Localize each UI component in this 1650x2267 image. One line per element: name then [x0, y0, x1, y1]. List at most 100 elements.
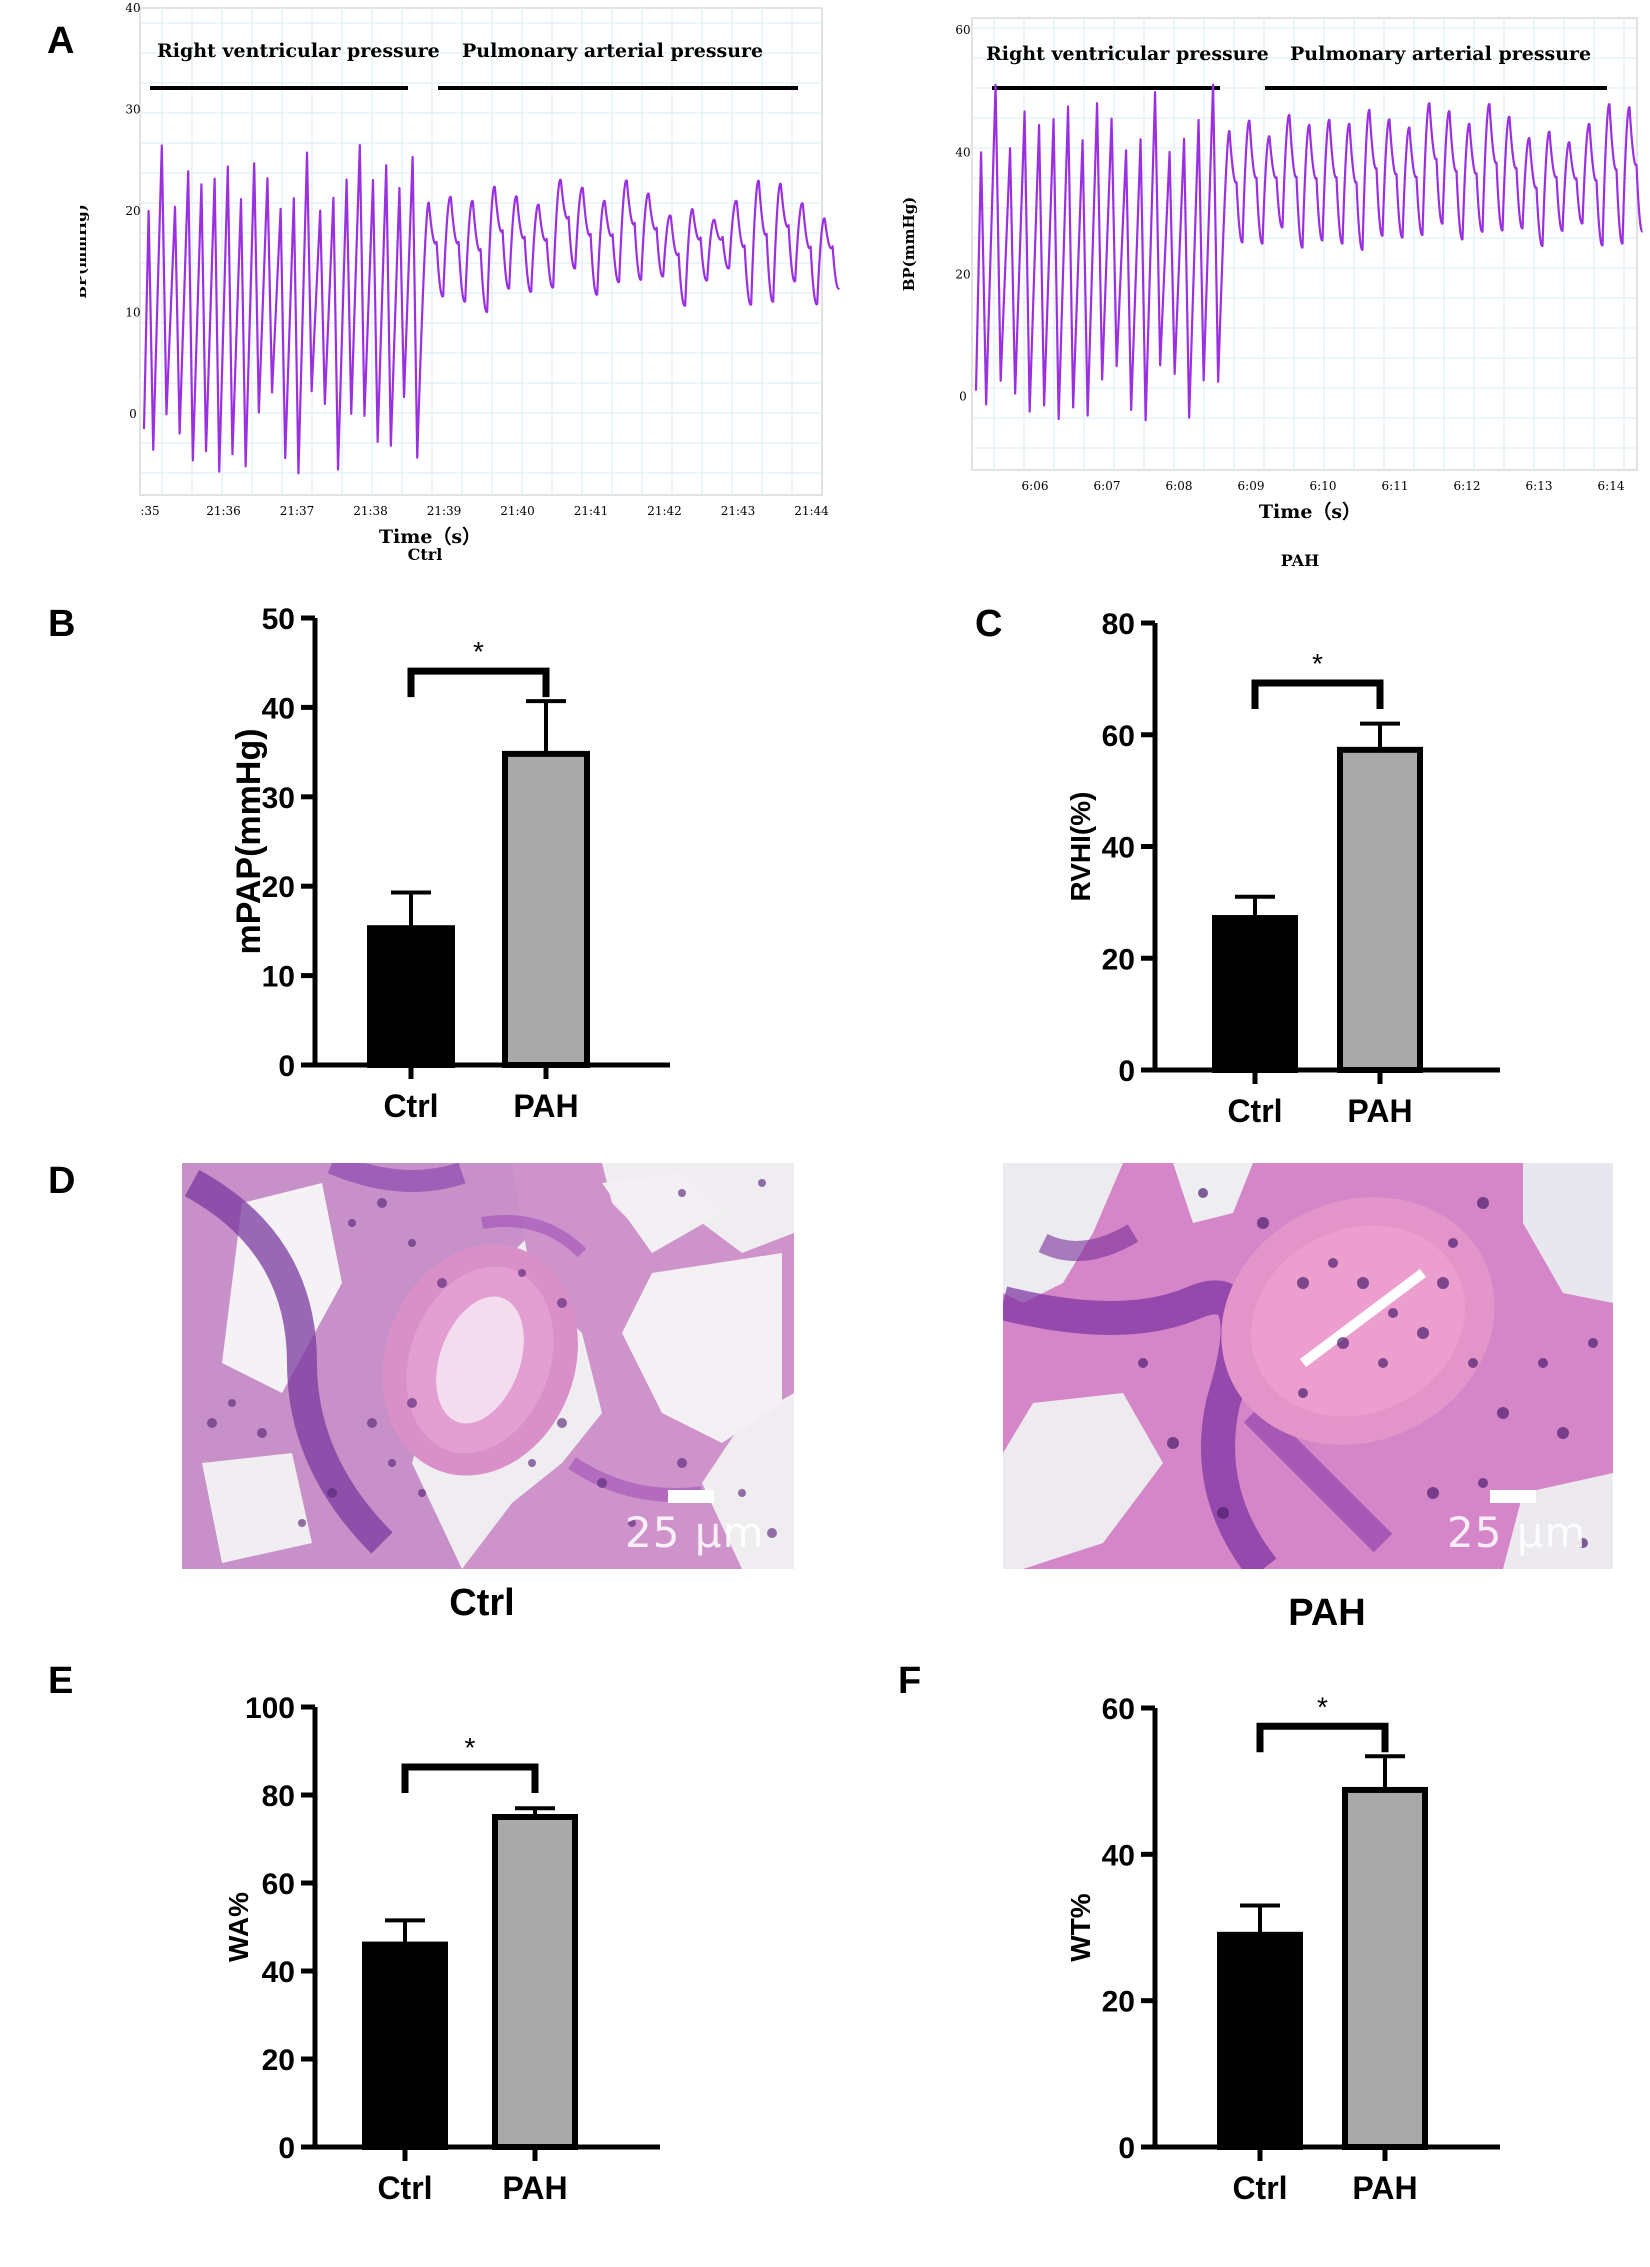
- significance-bracket: [1256, 1722, 1389, 1753]
- x-tick-label-ctrl: Ctrl: [377, 2170, 432, 2206]
- y-tick-label: 50: [262, 603, 295, 636]
- significance-marker: *: [473, 636, 484, 667]
- y-tick-label: 20: [1102, 943, 1135, 976]
- y-axis-label: WA%: [223, 1892, 254, 1962]
- y-tick-label: 40: [955, 145, 970, 159]
- plot-frame: [971, 17, 1638, 471]
- bar-ctrl: [1217, 1931, 1303, 2151]
- y-tick-label: 40: [262, 1956, 295, 1989]
- x-tick-label-ctrl: Ctrl: [1232, 2170, 1287, 2206]
- chart-title: PAH: [1281, 551, 1319, 570]
- y-axis-label: BP(mmHg): [900, 197, 918, 292]
- y-tick-label: 40: [262, 692, 295, 725]
- y-tick-label: 30: [262, 782, 295, 815]
- x-tick-label: 6:11: [1382, 479, 1409, 493]
- y-tick-label: 0: [278, 1050, 295, 1083]
- bar-ctrl: [1212, 915, 1298, 1073]
- panel-label-c: C: [975, 603, 1003, 645]
- segment-label-pa: Pulmonary arterial pressure: [462, 40, 763, 62]
- significance-marker: *: [465, 1732, 476, 1763]
- x-tick-label-pah: PAH: [1352, 2170, 1417, 2206]
- x-tick-label: :35: [140, 504, 159, 518]
- x-tick-label: 6:10: [1310, 479, 1337, 493]
- bar-pah: [1337, 746, 1423, 1073]
- y-tick-label: 10: [125, 305, 140, 319]
- x-tick-label: 6:08: [1166, 479, 1193, 493]
- y-tick-label: 0: [129, 407, 137, 421]
- y-tick-label: 20: [262, 871, 295, 904]
- y-axis-label: BP(mmHg): [80, 204, 90, 299]
- x-tick-label-ctrl: Ctrl: [383, 1088, 438, 1124]
- x-tick-label: 21:36: [206, 504, 241, 518]
- significance-marker: *: [1317, 1691, 1328, 1722]
- significance-bracket: [401, 1763, 539, 1793]
- segment-label-rv: Right ventricular pressure: [157, 40, 440, 62]
- bar-chart-rvhi: 0 20 40 60 80 RVHI(%) Ctrl PAH *: [1065, 608, 1500, 1129]
- x-tick-label: 21:44: [794, 504, 829, 518]
- pressure-waveform: [974, 83, 1644, 422]
- y-axis-label: mPAP(mmHg): [230, 728, 268, 954]
- y-tick-label: 40: [1102, 832, 1135, 865]
- bar-pah: [502, 750, 590, 1068]
- x-tick-label: 21:43: [721, 504, 756, 518]
- y-tick-label: 20: [125, 204, 140, 218]
- significance-bracket: [407, 667, 550, 698]
- x-tick-label: 21:38: [353, 504, 388, 518]
- segment-label-rv: Right ventricular pressure: [986, 43, 1269, 65]
- bar-ctrl: [362, 1941, 448, 2150]
- y-tick-label: 60: [1102, 720, 1135, 753]
- x-tick-label-pah: PAH: [502, 2170, 567, 2206]
- x-tick-label: 6:07: [1094, 479, 1121, 493]
- panel-label-e: E: [48, 1660, 74, 1702]
- panel-label-a: A: [47, 20, 75, 62]
- y-axis-label: WT%: [1065, 1893, 1096, 1962]
- significance-marker: *: [1312, 648, 1323, 679]
- x-tick-label: 6:12: [1454, 479, 1481, 493]
- bar-pah: [492, 1814, 578, 2150]
- y-tick-label: 20: [955, 268, 970, 282]
- y-axis-label: RVHI(%): [1065, 792, 1096, 902]
- y-tick-label: 100: [245, 1692, 295, 1725]
- x-axis-label: Time（s）: [379, 525, 481, 548]
- panel-label-f: F: [898, 1660, 922, 1702]
- significance-bracket: [1251, 679, 1384, 709]
- y-tick-label: 80: [262, 1780, 295, 1813]
- histology-caption-ctrl: Ctrl: [449, 1582, 515, 1624]
- y-tick-label: 40: [125, 1, 140, 15]
- panel-label-d: D: [48, 1160, 76, 1202]
- panel-label-b: B: [48, 603, 76, 645]
- segment-label-pa: Pulmonary arterial pressure: [1290, 43, 1591, 65]
- y-tick-label: 0: [1118, 1055, 1135, 1088]
- bar-chart-mpap: 0 10 20 30 40 50 mPAP(mmHg) Ctrl PAH *: [230, 603, 670, 1124]
- y-tick-label: 0: [278, 2132, 295, 2165]
- bar-chart-wa: 0 20 40 60 80 100 WA% Ctrl PAH *: [223, 1692, 660, 2206]
- bar-chart-wt: 0 20 40 60 WT% Ctrl PAH *: [1065, 1691, 1500, 2206]
- y-tick-label: 0: [959, 390, 967, 404]
- y-tick-label: 0: [1118, 2132, 1135, 2165]
- x-tick-label: 21:40: [500, 504, 535, 518]
- y-tick-label: 20: [262, 2044, 295, 2077]
- pressure-trace-chart-ctrl: 0 10 20 30 40:35 21:36 21:37 21:38 21:39 21:40 21:…: [80, 1, 841, 564]
- chart-title: Ctrl: [408, 545, 443, 564]
- y-tick-label: 10: [262, 961, 295, 994]
- x-tick-label: 6:13: [1526, 479, 1553, 493]
- y-tick-label: 60: [955, 23, 970, 37]
- x-tick-label: 21:39: [427, 504, 462, 518]
- x-tick-label: 21:41: [574, 504, 609, 518]
- y-tick-label: 60: [262, 1868, 295, 1901]
- scale-bar-pah: [1490, 1490, 1536, 1503]
- x-tick-label-ctrl: Ctrl: [1227, 1093, 1282, 1129]
- x-tick-label-pah: PAH: [1347, 1093, 1412, 1129]
- histology-caption-pah: PAH: [1288, 1592, 1366, 1634]
- scale-bar-ctrl: [668, 1490, 714, 1503]
- y-tick-label: 20: [1102, 1986, 1135, 2019]
- x-tick-label-pah: PAH: [513, 1088, 578, 1124]
- x-tick-label: 6:09: [1238, 479, 1265, 493]
- x-tick-label: 21:42: [647, 504, 682, 518]
- x-tick-label: 21:37: [280, 504, 315, 518]
- bar-ctrl: [367, 925, 455, 1068]
- bar-pah: [1342, 1786, 1428, 2151]
- y-tick-label: 40: [1102, 1839, 1135, 1872]
- y-tick-label: 80: [1102, 608, 1135, 641]
- y-tick-label: 60: [1102, 1693, 1135, 1726]
